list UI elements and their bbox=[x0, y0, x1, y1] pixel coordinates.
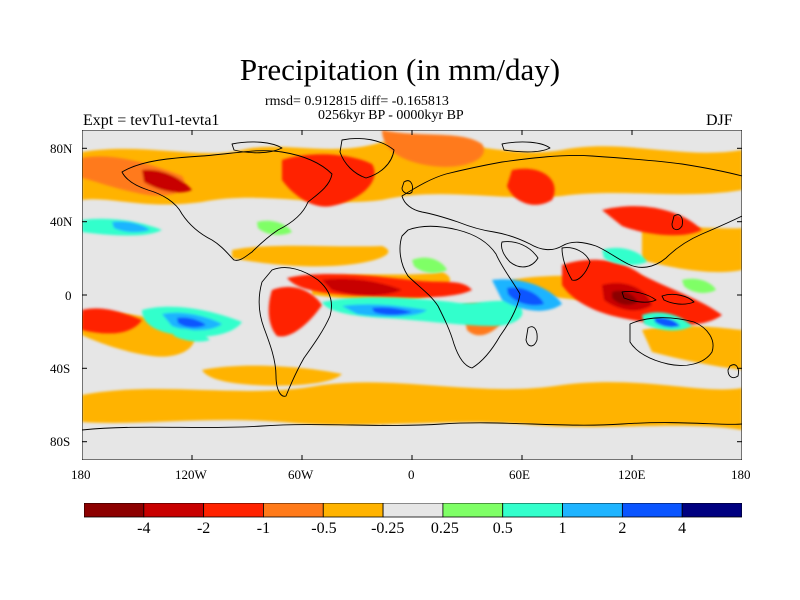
lat-label: 40N bbox=[50, 214, 73, 229]
stats-subtitle: rmsd= 0.912815 diff= -0.165813 bbox=[265, 94, 449, 109]
lon-label: 120E bbox=[618, 467, 646, 482]
colorbar-swatch bbox=[442, 503, 504, 518]
lon-label: 0 bbox=[408, 467, 415, 482]
colorbar-label: 4 bbox=[678, 520, 687, 537]
colorbar-label: -4 bbox=[137, 520, 151, 537]
lon-label: 120W bbox=[175, 467, 207, 482]
colorbar-swatch bbox=[502, 503, 563, 518]
lat-label: 80S bbox=[50, 434, 71, 449]
colorbar-swatch bbox=[143, 503, 205, 518]
map-title: Precipitation (in mm/day) bbox=[239, 52, 561, 87]
experiment-label: Expt = tevTu1-tevta1 bbox=[83, 112, 220, 129]
lat-label: 80N bbox=[50, 141, 73, 156]
lon-label: 60E bbox=[509, 467, 530, 482]
colorbar bbox=[84, 503, 742, 518]
colorbar-swatch bbox=[681, 503, 742, 518]
colorbar-swatch bbox=[382, 503, 444, 518]
lon-label: 180 bbox=[71, 467, 91, 482]
lat-label: 0 bbox=[65, 288, 72, 303]
colorbar-label: -2 bbox=[196, 520, 211, 537]
colorbar-label: -0.5 bbox=[311, 520, 337, 537]
colorbar-label: 1 bbox=[558, 520, 567, 537]
colorbar-label: 2 bbox=[618, 520, 627, 537]
colorbar-swatch bbox=[562, 503, 623, 518]
colorbar-swatch bbox=[322, 503, 384, 518]
period-subtitle: 0256kyr BP - 0000kyr BP bbox=[318, 108, 464, 123]
lon-label: 180 bbox=[731, 467, 751, 482]
anomaly-wet-fill bbox=[82, 218, 716, 342]
colorbar-swatch bbox=[84, 503, 145, 518]
lat-label: 40S bbox=[50, 361, 71, 376]
colorbar-label: -0.25 bbox=[371, 520, 405, 537]
colorbar-swatch bbox=[203, 503, 264, 518]
colorbar-label: -1 bbox=[256, 520, 271, 537]
colorbar-label: 0.5 bbox=[492, 520, 513, 537]
lon-label: 60W bbox=[288, 467, 314, 482]
colorbar-swatch bbox=[621, 503, 683, 518]
season-label: DJF bbox=[706, 112, 733, 129]
colorbar-label: 0.25 bbox=[430, 520, 459, 537]
coastlines bbox=[82, 138, 742, 431]
anomaly-red-fill bbox=[82, 130, 722, 337]
axis-ticks bbox=[82, 130, 742, 460]
colorbar-swatch bbox=[263, 503, 324, 518]
precipitation-map bbox=[82, 130, 742, 460]
